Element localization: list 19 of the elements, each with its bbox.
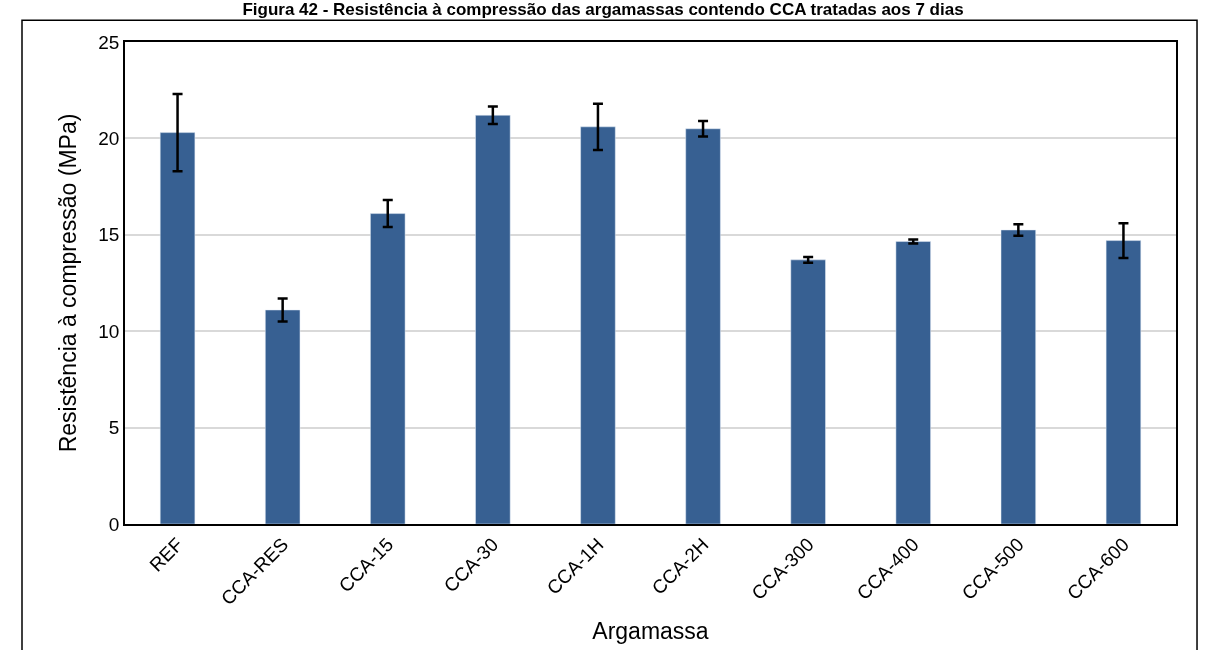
y-tick-label: 10	[98, 320, 120, 342]
bar	[895, 241, 931, 524]
bar	[475, 115, 511, 524]
bar	[1000, 229, 1036, 524]
bar	[580, 126, 616, 524]
bar	[1105, 240, 1142, 524]
bar	[370, 213, 406, 524]
bar	[159, 132, 196, 524]
y-axis-title: Resistência à compressão (MPa)	[55, 113, 82, 453]
y-tick-label: 25	[98, 31, 120, 53]
y-tick-label: 15	[98, 224, 120, 246]
bar	[265, 309, 301, 524]
x-axis-title: Argamassa	[592, 618, 709, 645]
y-tick-label: 0	[108, 513, 120, 535]
chart-title: Figura 42 - Resistência à compressão das argamassas contendo CCA tratadas aos 7 dias	[242, 0, 964, 20]
y-tick-label: 5	[108, 417, 120, 439]
bar	[685, 128, 721, 524]
bar	[790, 259, 826, 524]
y-tick-label: 20	[98, 128, 120, 150]
